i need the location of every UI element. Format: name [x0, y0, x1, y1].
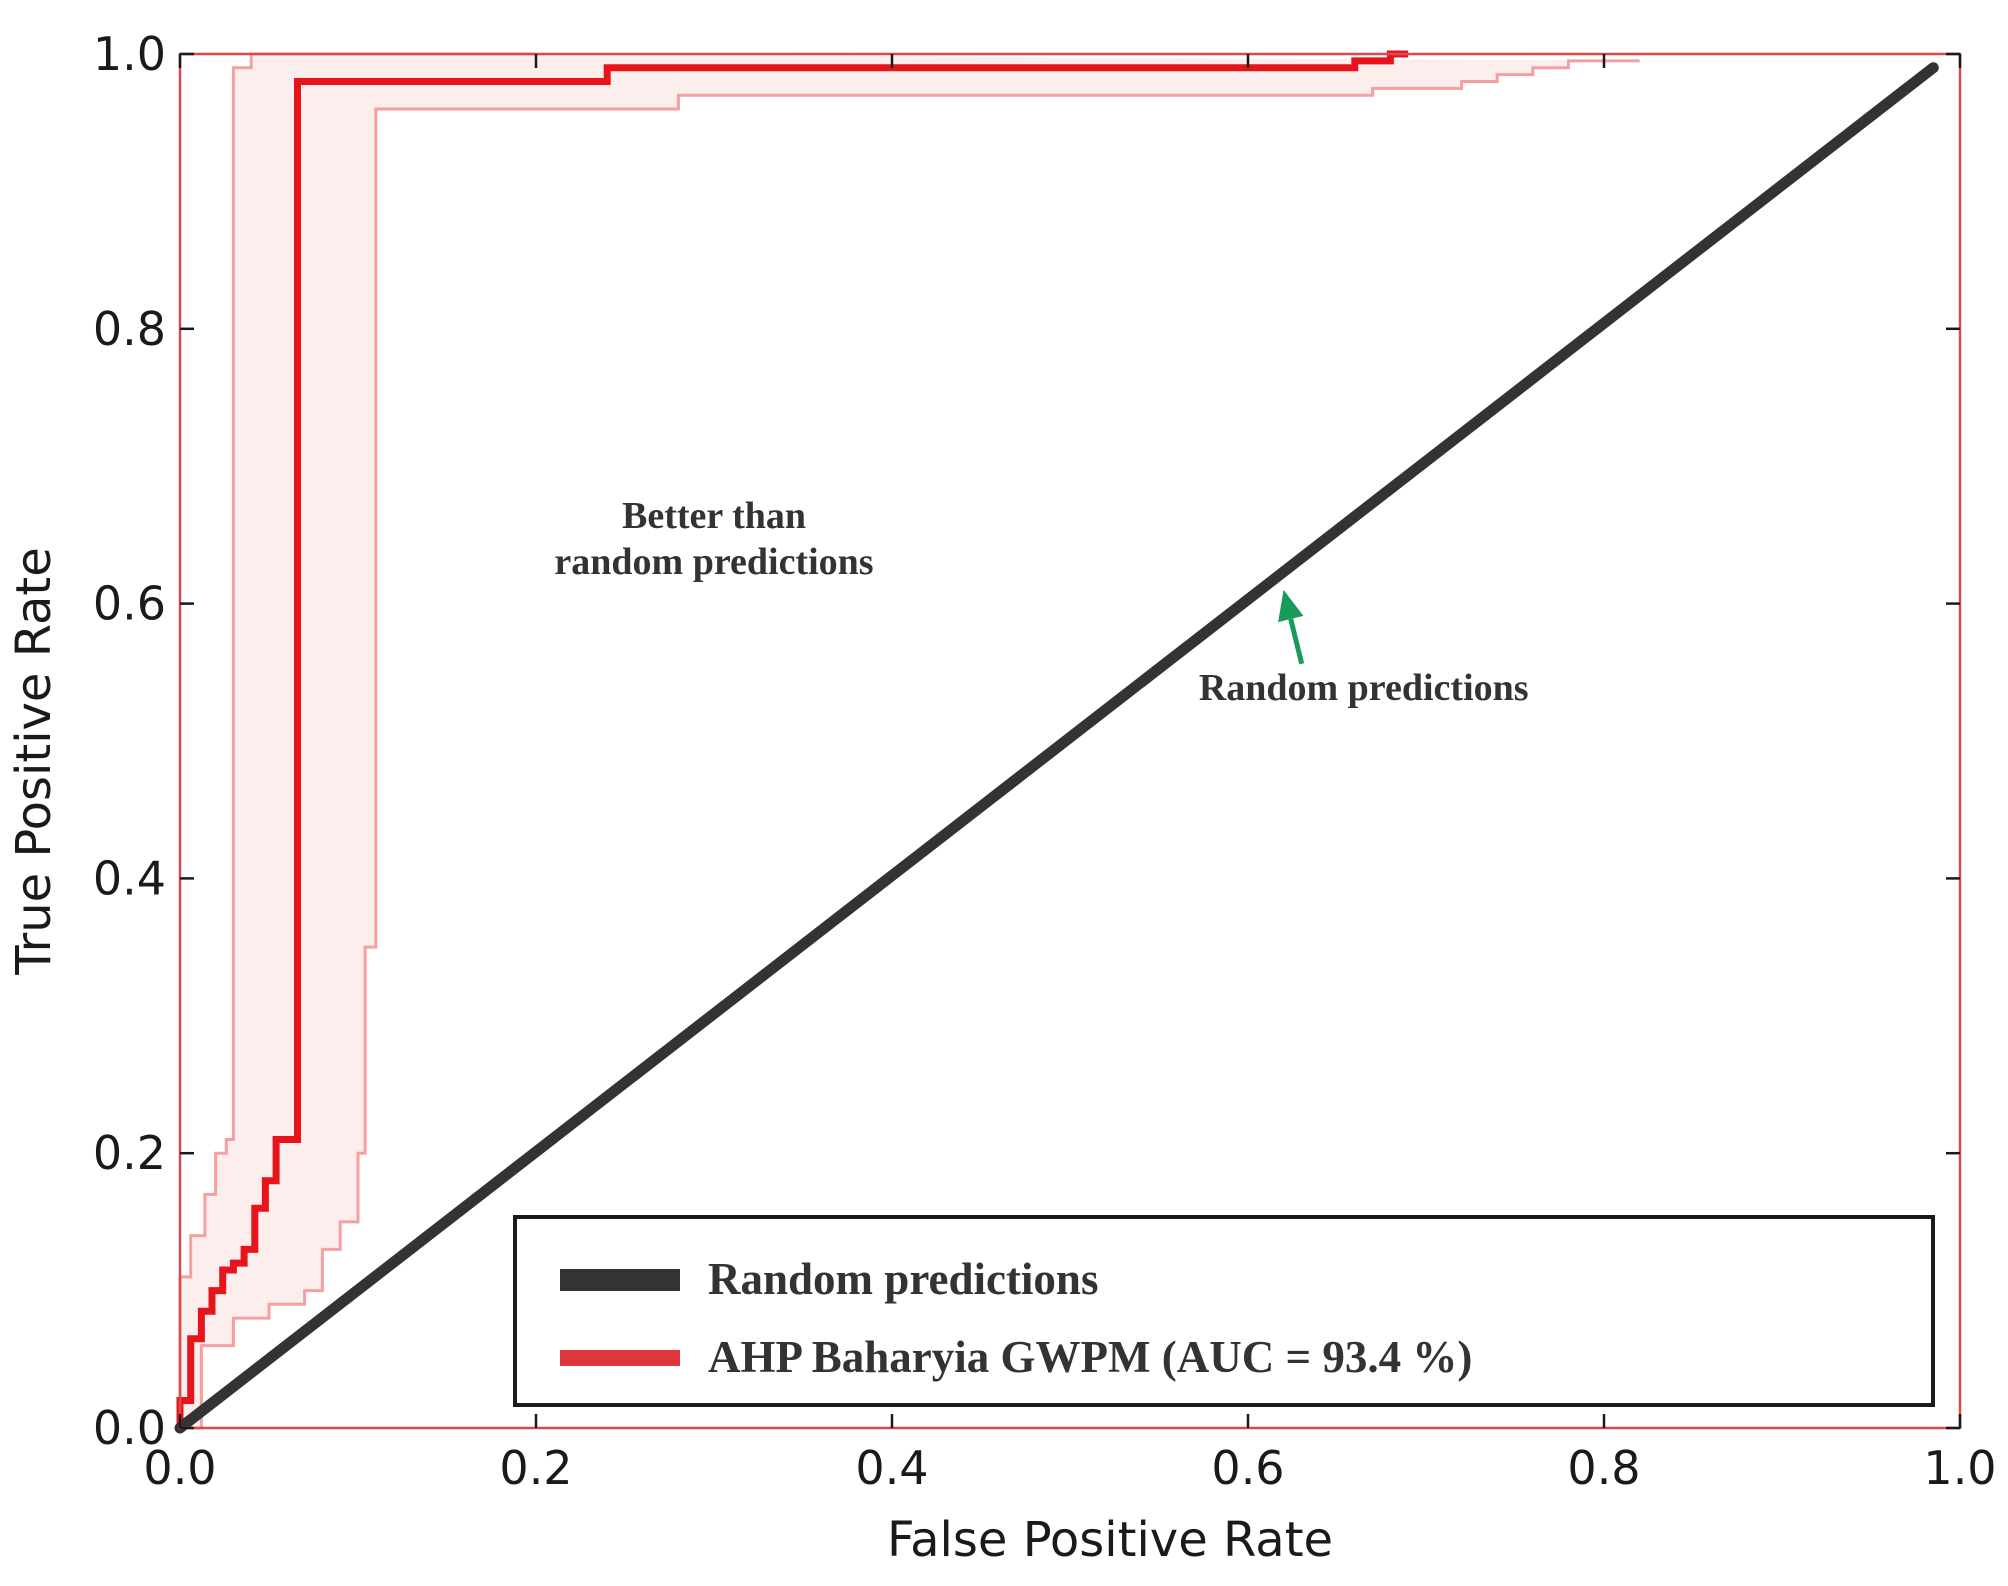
plot-frame: [178, 52, 1962, 1430]
legend-label-random: Random predictions: [708, 1254, 1098, 1304]
legend-box: [513, 1215, 1935, 1407]
x-tick-label: 0.0: [143, 1441, 216, 1495]
y-axis-label: True Positive Rate: [6, 547, 62, 976]
y-tick-label: 0.4: [93, 851, 166, 905]
axis-ticks: 0.0 0.2 0.4 0.6 0.8 1.0 0.0 0.2 0.4 0.6 0.8 1.0: [93, 27, 1997, 1495]
x-tick-label: 1.0: [1923, 1441, 1996, 1495]
roc-curve-line: [176, 50, 1409, 1428]
legend: Random predictions AHP Baharyia GWPM (AU…: [513, 1215, 1935, 1407]
legend-label-roc: AHP Baharyia GWPM (AUC = 93.4 %): [708, 1332, 1472, 1382]
annotation-arrow-head: [1278, 589, 1304, 623]
x-axis-label: False Positive Rate: [887, 1512, 1333, 1568]
annotation-arrow-shaft: [1288, 618, 1305, 665]
x-tick-label: 0.6: [1211, 1441, 1284, 1495]
band-lower-line: [180, 59, 1640, 1430]
x-tick-label: 0.4: [855, 1441, 928, 1495]
annotation-line: Better than: [622, 495, 806, 537]
annotation-line: random predictions: [554, 541, 873, 583]
band-upper-line: [178, 52, 536, 1428]
y-tick-label: 0.2: [93, 1126, 166, 1180]
series-layer: [174, 50, 1939, 1434]
y-tick-label: 1.0: [93, 27, 166, 81]
confidence-band: [178, 52, 1640, 1430]
y-tick-label: 0.6: [93, 577, 166, 631]
y-tick-label: 0.8: [93, 302, 166, 356]
annotation-text: Random predictions: [1199, 667, 1529, 709]
y-tick-label: 0.0: [93, 1401, 166, 1455]
confidence-band-fill: [180, 54, 1640, 1428]
annotations: Better than random predictions Random pred…: [554, 495, 1528, 709]
random-predictions-line: [174, 62, 1939, 1434]
annotation-line: Random predictions: [1199, 667, 1529, 709]
x-tick-label: 0.2: [499, 1441, 572, 1495]
x-tick-label: 0.8: [1567, 1441, 1640, 1495]
annotation-text: Better than random predictions: [554, 495, 873, 583]
